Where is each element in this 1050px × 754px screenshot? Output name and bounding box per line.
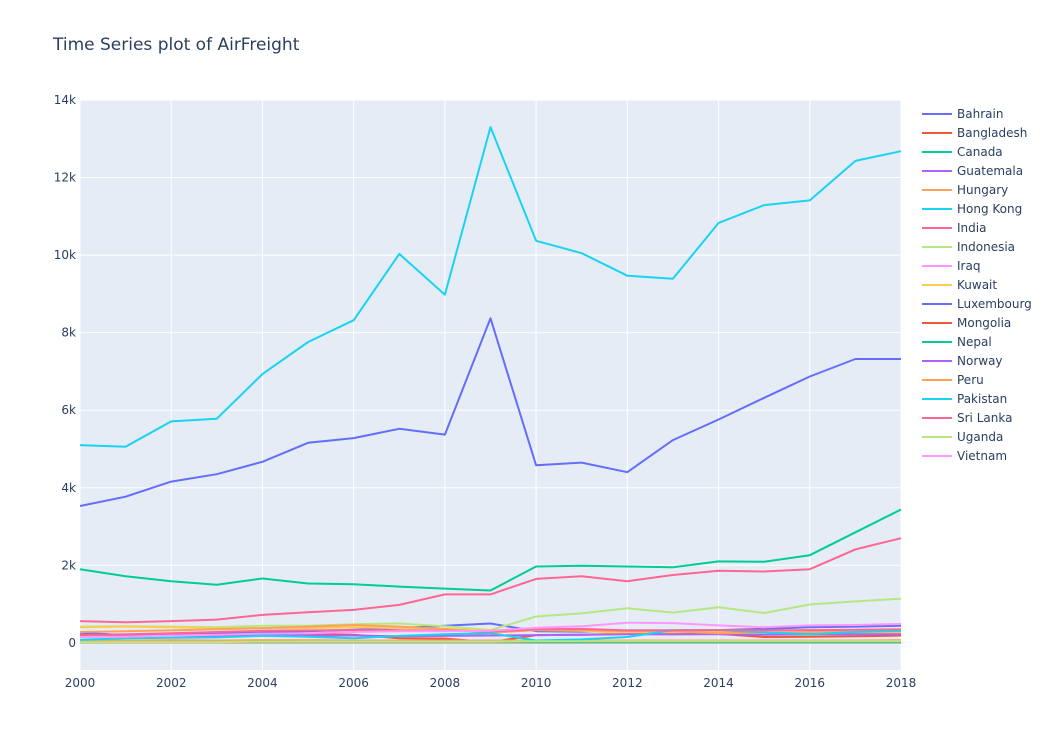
x-tick-label: 2016 (795, 676, 826, 690)
x-tick-label: 2002 (156, 676, 187, 690)
x-tick-label: 2006 (338, 676, 369, 690)
series-line-uganda[interactable] (80, 641, 901, 642)
y-tick-label: 0 (68, 636, 76, 650)
x-tick-label: 2008 (430, 676, 461, 690)
legend-item-vietnam[interactable]: Vietnam (922, 449, 1007, 463)
legend-label: Norway (957, 354, 1003, 368)
legend-label: Kuwait (957, 278, 997, 292)
legend-label: Indonesia (957, 240, 1015, 254)
legend-item-indonesia[interactable]: Indonesia (922, 240, 1015, 254)
chart-title: Time Series plot of AirFreight (52, 35, 300, 55)
legend-item-uganda[interactable]: Uganda (922, 430, 1003, 444)
x-tick-label: 2000 (65, 676, 96, 690)
legend-label: Canada (957, 145, 1003, 159)
x-tick-label: 2014 (703, 676, 734, 690)
legend-label: Bahrain (957, 107, 1003, 121)
legend-label: Sri Lanka (957, 411, 1012, 425)
legend-item-kuwait[interactable]: Kuwait (922, 278, 997, 292)
legend-item-nepal[interactable]: Nepal (922, 335, 992, 349)
y-tick-label: 2k (61, 558, 76, 572)
legend-item-luxembourg[interactable]: Luxembourg (922, 297, 1032, 311)
legend-label: Bangladesh (957, 126, 1027, 140)
legend-item-peru[interactable]: Peru (922, 373, 984, 387)
y-tick-label: 8k (61, 326, 76, 340)
legend-label: Vietnam (957, 449, 1007, 463)
x-tick-label: 2012 (612, 676, 643, 690)
y-tick-label: 4k (61, 481, 76, 495)
legend-label: Nepal (957, 335, 992, 349)
y-tick-label: 6k (61, 403, 76, 417)
legend-label: Iraq (957, 259, 980, 273)
legend-item-bahrain[interactable]: Bahrain (922, 107, 1003, 121)
legend-item-mongolia[interactable]: Mongolia (922, 316, 1011, 330)
legend-label: Uganda (957, 430, 1003, 444)
legend-label: Luxembourg (957, 297, 1032, 311)
legend-item-hungary[interactable]: Hungary (922, 183, 1008, 197)
legend-item-hong-kong[interactable]: Hong Kong (922, 202, 1022, 216)
x-tick-label: 2018 (886, 676, 917, 690)
legend-label: India (957, 221, 986, 235)
y-tick-label: 14k (54, 93, 76, 107)
x-tick-label: 2004 (247, 676, 278, 690)
y-tick-label: 10k (54, 248, 76, 262)
legend-item-norway[interactable]: Norway (922, 354, 1003, 368)
x-tick-label: 2010 (521, 676, 552, 690)
legend-item-pakistan[interactable]: Pakistan (922, 392, 1007, 406)
legend-item-sri-lanka[interactable]: Sri Lanka (922, 411, 1012, 425)
legend-item-canada[interactable]: Canada (922, 145, 1003, 159)
legend-label: Hong Kong (957, 202, 1022, 216)
legend-label: Peru (957, 373, 984, 387)
legend-item-bangladesh[interactable]: Bangladesh (922, 126, 1027, 140)
legend-label: Hungary (957, 183, 1008, 197)
legend-label: Guatemala (957, 164, 1023, 178)
legend-label: Pakistan (957, 392, 1007, 406)
legend[interactable]: Bahrain Bangladesh Canada Guatemala Hungary H… (922, 107, 1032, 463)
legend-item-india[interactable]: India (922, 221, 986, 235)
legend-label: Mongolia (957, 316, 1011, 330)
y-tick-label: 12k (54, 171, 76, 185)
legend-item-iraq[interactable]: Iraq (922, 259, 980, 273)
legend-item-guatemala[interactable]: Guatemala (922, 164, 1023, 178)
